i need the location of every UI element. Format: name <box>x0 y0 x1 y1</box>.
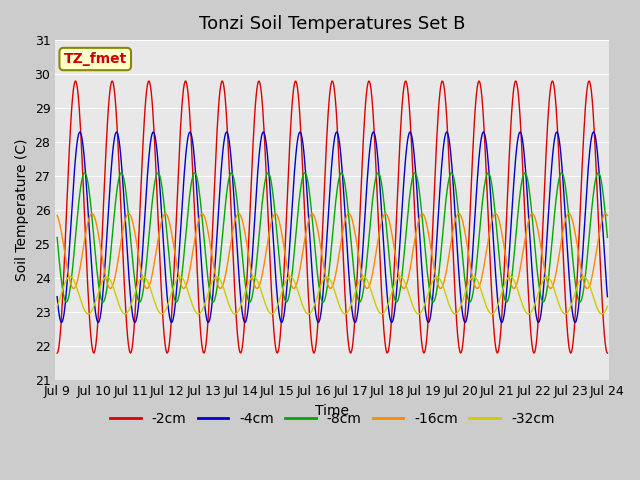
-16cm <box>205 232 212 238</box>
Text: TZ_fmet: TZ_fmet <box>63 52 127 66</box>
Y-axis label: Soil Temperature (C): Soil Temperature (C) <box>15 139 29 281</box>
-4cm <box>479 129 487 135</box>
-8cm <box>177 285 184 290</box>
-4cm <box>604 294 611 300</box>
-16cm <box>176 276 184 282</box>
-32cm <box>205 289 212 295</box>
-8cm <box>120 179 128 185</box>
-8cm <box>400 254 408 260</box>
-8cm <box>205 287 213 293</box>
-16cm <box>53 213 61 218</box>
Title: Tonzi Soil Temperatures Set B: Tonzi Soil Temperatures Set B <box>199 15 465 33</box>
-2cm <box>53 350 61 356</box>
Line: -32cm: -32cm <box>57 276 607 314</box>
-16cm <box>400 286 408 291</box>
-4cm <box>415 223 423 229</box>
-4cm <box>63 280 71 286</box>
Legend: -2cm, -4cm, -8cm, -16cm, -32cm: -2cm, -4cm, -8cm, -16cm, -32cm <box>104 406 560 431</box>
-2cm <box>205 293 213 299</box>
-16cm <box>120 223 127 229</box>
-8cm <box>595 170 602 176</box>
-2cm <box>63 196 71 202</box>
-2cm <box>120 284 128 290</box>
-32cm <box>120 311 127 316</box>
Line: -8cm: -8cm <box>57 173 607 302</box>
-8cm <box>604 235 611 240</box>
-16cm <box>604 213 611 218</box>
-32cm <box>506 274 514 279</box>
-8cm <box>53 235 61 240</box>
-8cm <box>64 297 72 303</box>
-32cm <box>63 276 71 282</box>
-2cm <box>604 350 611 356</box>
-4cm <box>205 319 212 325</box>
-16cm <box>401 285 408 291</box>
-32cm <box>415 311 423 317</box>
-2cm <box>400 84 408 90</box>
-2cm <box>177 128 184 134</box>
Line: -2cm: -2cm <box>57 81 607 353</box>
-4cm <box>53 294 61 300</box>
-4cm <box>399 190 407 195</box>
Line: -4cm: -4cm <box>57 132 607 323</box>
-32cm <box>176 274 184 279</box>
Line: -16cm: -16cm <box>57 214 607 288</box>
-16cm <box>417 212 424 218</box>
-16cm <box>381 211 389 216</box>
-2cm <box>72 78 79 84</box>
-32cm <box>604 303 611 309</box>
-4cm <box>461 320 469 325</box>
-4cm <box>120 192 127 198</box>
-32cm <box>488 311 496 317</box>
-32cm <box>399 276 407 282</box>
-8cm <box>63 299 70 305</box>
-32cm <box>53 303 61 309</box>
-4cm <box>176 243 184 249</box>
-16cm <box>63 264 71 270</box>
-2cm <box>416 318 424 324</box>
X-axis label: Time: Time <box>316 404 349 418</box>
-8cm <box>416 193 424 199</box>
